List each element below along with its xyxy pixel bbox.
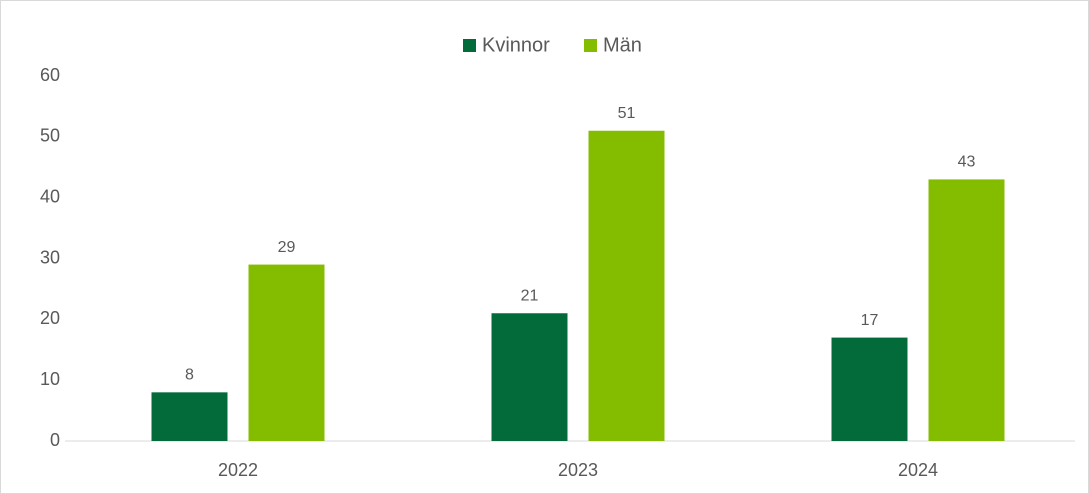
data-label: 29: [278, 239, 296, 256]
x-tick-label: 2024: [898, 460, 938, 480]
data-label: 17: [861, 312, 879, 329]
legend-label: Kvinnor: [482, 34, 550, 56]
bar: [831, 337, 908, 441]
x-tick-label: 2022: [218, 460, 258, 480]
bar: [491, 313, 568, 441]
x-tick-label: 2023: [558, 460, 598, 480]
data-label: 43: [958, 154, 976, 171]
data-label: 21: [521, 287, 539, 304]
data-label: 51: [618, 105, 636, 122]
y-tick-label: 50: [40, 126, 60, 146]
y-tick-label: 40: [40, 186, 60, 206]
y-tick-label: 20: [40, 308, 60, 328]
y-tick-label: 60: [40, 65, 60, 85]
y-tick-label: 30: [40, 247, 60, 267]
y-tick-label: 10: [40, 369, 60, 389]
legend-label: Män: [603, 34, 642, 56]
y-tick-label: 0: [50, 430, 60, 450]
bar: [588, 130, 665, 441]
data-label: 8: [185, 367, 194, 384]
bar: [151, 392, 228, 441]
bar: [928, 179, 1005, 441]
legend-swatch: [584, 39, 597, 52]
bar: [248, 264, 325, 441]
legend-swatch: [463, 39, 476, 52]
